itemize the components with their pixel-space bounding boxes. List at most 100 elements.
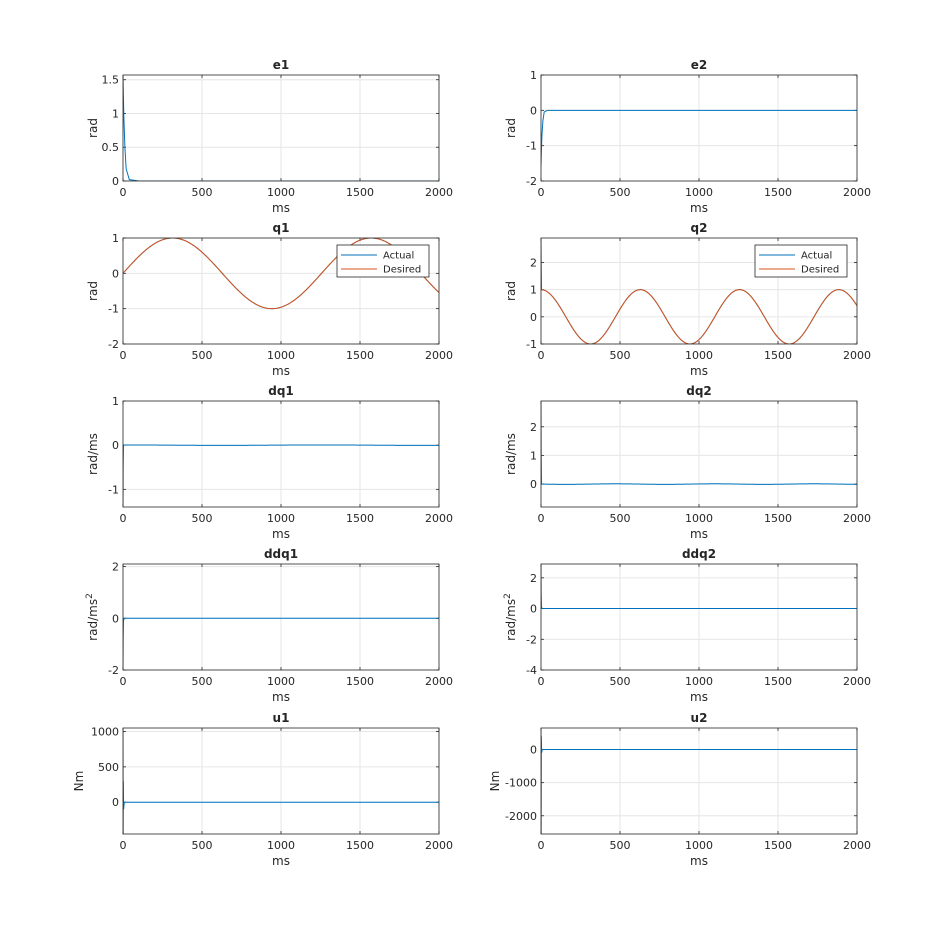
y-tick-label: 1 xyxy=(530,449,537,462)
y-axis-label: rad xyxy=(504,118,518,138)
x-tick-label: 500 xyxy=(192,186,213,199)
y-axis-label: rad/ms2 xyxy=(85,593,100,641)
y-tick-label: -1 xyxy=(526,338,537,351)
series-line-actual xyxy=(541,109,857,166)
axes-box xyxy=(540,237,858,345)
subplot-q1: 0 500 1000 1500 2000 -2 -1 0 1 q1 ms rad Actual Desir… xyxy=(86,221,453,378)
axes-box xyxy=(122,400,440,508)
x-tick-label: 2000 xyxy=(843,839,871,852)
y-tick-label: 2 xyxy=(530,421,537,434)
y-tick-label: 0 xyxy=(530,603,537,616)
subplot-title: u2 xyxy=(691,711,708,725)
x-tick-label: 1500 xyxy=(346,186,374,199)
x-tick-label: 2000 xyxy=(843,675,871,688)
x-tick-label: 1500 xyxy=(346,349,374,362)
x-tick-label: 1000 xyxy=(267,186,295,199)
y-tick-label: 2 xyxy=(530,572,537,585)
legend: Actual Desired xyxy=(754,244,848,278)
axes-box xyxy=(122,563,440,671)
x-tick-label: 0 xyxy=(120,839,127,852)
y-tick-label: 0 xyxy=(530,744,537,757)
subplot-title: e1 xyxy=(273,58,290,72)
subplot-dq2: 0 500 1000 1500 2000 0 1 2 dq2 ms rad/ms xyxy=(504,384,871,541)
subplot-title: e2 xyxy=(691,58,708,72)
subplot-title: u1 xyxy=(273,711,290,725)
legend-box xyxy=(754,244,848,278)
x-tick-label: 0 xyxy=(538,349,545,362)
x-tick-label: 500 xyxy=(610,675,631,688)
x-tick-label: 1500 xyxy=(764,675,792,688)
subplot-ddq2: 0 500 1000 1500 2000 -4 -2 0 2 ddq2 ms rad/ms2 xyxy=(503,547,871,704)
y-tick-label: -2000 xyxy=(505,810,537,823)
x-tick-label: 0 xyxy=(538,186,545,199)
x-tick-label: 2000 xyxy=(425,839,453,852)
y-tick-label: -1 xyxy=(108,303,119,316)
y-tick-label: 0 xyxy=(112,612,119,625)
y-tick-label: -1 xyxy=(108,483,119,496)
axes-box xyxy=(540,727,858,835)
x-tick-label: 1500 xyxy=(346,675,374,688)
x-tick-label: 0 xyxy=(538,675,545,688)
y-tick-label: 1 xyxy=(112,232,119,245)
series-line-desired xyxy=(541,289,857,344)
y-tick-label: -2 xyxy=(526,175,537,188)
x-tick-label: 1000 xyxy=(685,839,713,852)
x-tick-label: 0 xyxy=(120,186,127,199)
x-tick-label: 2000 xyxy=(425,186,453,199)
series-line-actual xyxy=(123,75,439,181)
y-axis-label: rad/ms2 xyxy=(503,593,518,641)
x-axis-label: ms xyxy=(690,690,708,704)
y-tick-label: -4 xyxy=(526,664,537,677)
y-tick-label: 1 xyxy=(112,395,119,408)
x-tick-label: 1000 xyxy=(267,675,295,688)
subplot-title: ddq2 xyxy=(682,547,716,561)
y-tick-label: 0 xyxy=(530,478,537,491)
y-tick-label: 1 xyxy=(530,69,537,82)
legend-label-actual: Actual xyxy=(383,251,414,262)
y-tick-label: 0 xyxy=(112,439,119,452)
y-axis-label: rad xyxy=(86,118,100,138)
y-tick-label: 0 xyxy=(112,175,119,188)
y-tick-label: 1000 xyxy=(91,726,119,739)
x-tick-label: 1500 xyxy=(764,186,792,199)
series-line-actual xyxy=(541,401,857,485)
y-tick-label: 2 xyxy=(530,256,537,269)
legend-box xyxy=(336,244,430,278)
subplot-dq1: 0 500 1000 1500 2000 -1 0 1 dq1 ms rad/ms xyxy=(86,384,453,541)
x-axis-label: ms xyxy=(690,527,708,541)
x-tick-label: 0 xyxy=(120,675,127,688)
subplot-title: q2 xyxy=(691,221,708,235)
x-tick-label: 1000 xyxy=(267,839,295,852)
axes-box xyxy=(122,74,440,182)
x-tick-label: 500 xyxy=(192,349,213,362)
x-axis-label: ms xyxy=(272,201,290,215)
x-tick-label: 1000 xyxy=(267,512,295,525)
x-tick-label: 2000 xyxy=(843,186,871,199)
x-tick-label: 2000 xyxy=(425,675,453,688)
x-axis-label: ms xyxy=(272,527,290,541)
x-tick-label: 2000 xyxy=(843,349,871,362)
y-axis-label: rad/ms xyxy=(86,433,100,475)
series-line-actual xyxy=(123,444,439,507)
x-tick-label: 1000 xyxy=(685,675,713,688)
subplot-e1: 0 500 1000 1500 2000 0 0.5 1 1.5 e1 ms rad xyxy=(86,58,453,215)
y-tick-label: 2 xyxy=(112,561,119,574)
subplot-title: dq1 xyxy=(268,384,294,398)
subplot-u2: 0 500 1000 1500 2000 -2000 -1000 0 u2 ms Nm xyxy=(488,711,871,868)
y-tick-label: -2 xyxy=(108,664,119,677)
x-tick-label: 1500 xyxy=(346,839,374,852)
x-tick-label: 0 xyxy=(538,512,545,525)
y-axis-label: Nm xyxy=(488,771,502,792)
x-axis-label: ms xyxy=(690,201,708,215)
x-tick-label: 500 xyxy=(192,512,213,525)
x-axis-label: ms xyxy=(690,854,708,868)
y-tick-label: 0.5 xyxy=(102,141,120,154)
y-tick-label: -2 xyxy=(108,338,119,351)
x-tick-label: 500 xyxy=(192,675,213,688)
axes-box xyxy=(540,400,858,508)
y-axis-label: rad xyxy=(86,281,100,301)
x-tick-label: 1500 xyxy=(764,839,792,852)
legend-label-actual: Actual xyxy=(801,251,832,262)
x-tick-label: 500 xyxy=(610,349,631,362)
